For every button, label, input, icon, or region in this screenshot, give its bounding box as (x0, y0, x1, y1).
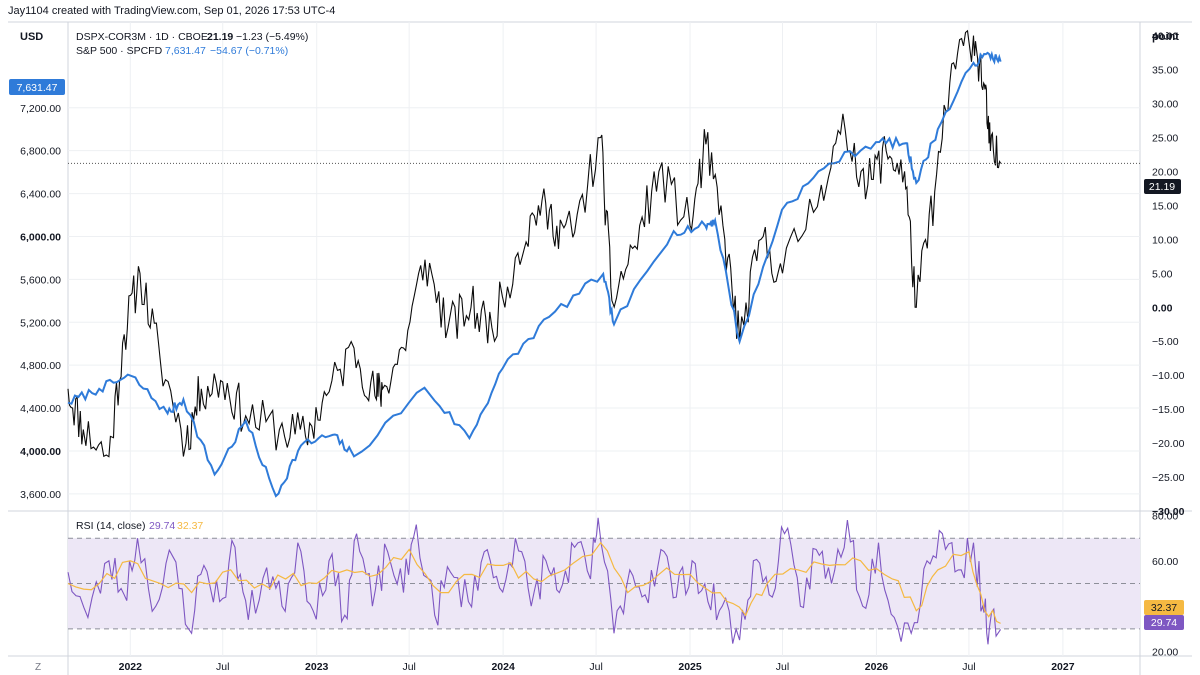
right-tick-label: −10.00 (1152, 370, 1185, 382)
rsi-tick-label: 80.00 (1152, 511, 1178, 523)
x-tick-label: Jul (962, 661, 975, 673)
right-tick-label: 0.00 (1152, 302, 1173, 314)
legend-rsi-title: RSI (14, close) (76, 520, 145, 532)
x-tick-label: 2025 (678, 661, 702, 673)
svg-text:29.74: 29.74 (1151, 617, 1177, 629)
x-tick-label: 2024 (491, 661, 515, 673)
legend-dspx-symbol: DSPX-COR3M · 1D · CBOE (76, 31, 208, 43)
x-tick-label: 2022 (119, 661, 143, 673)
series-line-dspx (67, 29, 1002, 458)
right-tick-label: −20.00 (1152, 438, 1185, 450)
x-tick-label: 2026 (865, 661, 889, 673)
x-tick-label: Jul (216, 661, 229, 673)
left-axis-ticks: 3,600.00 4,000.00 4,400.00 4,800.00 5,200.00… (20, 103, 61, 501)
badge-dspx-last: 21.19 (1144, 179, 1181, 194)
series-line-rsi (67, 517, 1002, 645)
left-tick-label: 6,800.00 (20, 146, 61, 158)
left-tick-label: 4,800.00 (20, 360, 61, 372)
left-tick-label: 6,000.00 (20, 231, 61, 243)
x-tick-label: Jul (402, 661, 415, 673)
left-tick-label: 4,000.00 (20, 446, 61, 458)
x-tick-label: 2023 (305, 661, 329, 673)
left-tick-label: 5,600.00 (20, 274, 61, 286)
x-tick-label: Jul (776, 661, 789, 673)
left-tick-label: 5,200.00 (20, 317, 61, 329)
right-tick-label: 20.00 (1152, 166, 1178, 178)
series-lines (67, 29, 1140, 645)
rsi-axis-ticks: 20.00 60.00 80.00 (1152, 511, 1178, 659)
badge-rsi-ma: 32.37 (1144, 600, 1184, 615)
x-tick-label: 2027 (1051, 661, 1075, 673)
right-tick-label: −30.00 (1152, 506, 1185, 518)
right-tick-label: 5.00 (1152, 268, 1173, 280)
left-tick-label: 3,600.00 (20, 489, 61, 501)
frame (8, 21, 1192, 675)
right-axis-ticks: −30.00 −25.00 −20.00 −15.00 −10.00 −5.00 0.00 5… (1152, 31, 1185, 518)
left-axis-unit: USD (20, 31, 44, 43)
left-tick-label: 4,400.00 (20, 403, 61, 415)
left-tick-label: 6,400.00 (20, 189, 61, 201)
series-line-rsi-ma (67, 541, 1001, 624)
svg-text:7,631.47: 7,631.47 (17, 82, 58, 94)
legend-dspx-last: 21.19 (207, 31, 233, 43)
legend: DSPX-COR3M · 1D · CBOE 21.19 −1.23 (−5.4… (76, 31, 308, 532)
time-axis-ticks: 2022 Jul 2023 Jul 2024 Jul 2025 Jul 2026 Jul 2027 (119, 661, 1075, 673)
right-tick-label: −5.00 (1152, 336, 1179, 348)
rsi-band (68, 537, 1140, 630)
attribution-text: Jay1104 created with TradingView.com, Se… (8, 5, 336, 17)
rsi-tick-label: 20.00 (1152, 646, 1178, 658)
right-tick-label: 25.00 (1152, 132, 1178, 144)
badge-rsi-value: 29.74 (1144, 615, 1184, 630)
right-axis-unit: point (1152, 31, 1179, 43)
badge-spx-last: 7,631.47 (9, 79, 65, 95)
x-tick-label: Jul (589, 661, 602, 673)
right-tick-label: 30.00 (1152, 99, 1178, 111)
right-tick-label: −15.00 (1152, 404, 1185, 416)
right-tick-label: 15.00 (1152, 200, 1178, 212)
right-tick-label: 35.00 (1152, 65, 1178, 77)
legend-dspx-change: −1.23 (−5.49%) (236, 31, 308, 43)
right-tick-label: 40.00 (1152, 31, 1178, 43)
svg-text:32.37: 32.37 (1151, 602, 1177, 614)
zoom-reset-glyph[interactable]: Z (35, 662, 41, 673)
legend-spx-change: −54.67 (−0.71%) (210, 45, 288, 57)
left-tick-label: 7,200.00 (20, 103, 61, 115)
right-tick-label: −25.00 (1152, 472, 1185, 484)
legend-rsi-value: 29.74 (149, 520, 175, 532)
legend-spx-last: 7,631.47 (165, 45, 206, 57)
rsi-tick-label: 60.00 (1152, 556, 1178, 568)
legend-spx-symbol: S&P 500 · SPCFD (76, 45, 163, 57)
right-tick-label: 10.00 (1152, 234, 1178, 246)
series-line-spx (67, 50, 1002, 498)
legend-rsi-ma-value: 32.37 (177, 520, 203, 532)
svg-text:21.19: 21.19 (1149, 181, 1175, 193)
